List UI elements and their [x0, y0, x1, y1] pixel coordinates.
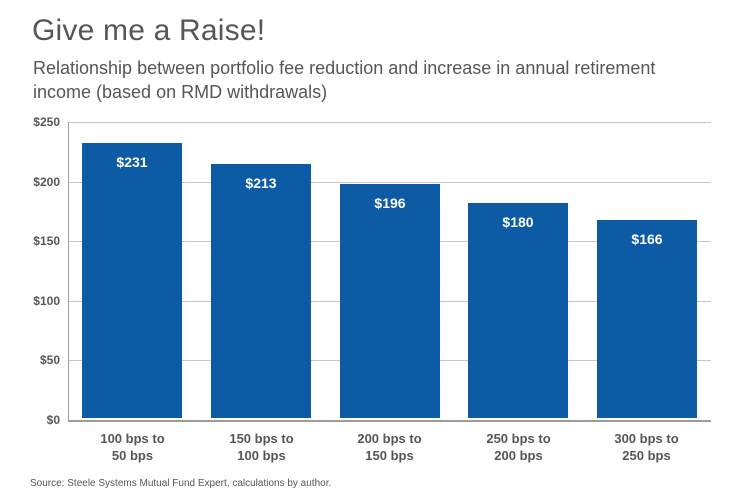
source-note: Source: Steele Systems Mutual Fund Exper… [30, 478, 332, 489]
y-axis-line [68, 122, 69, 420]
y-tick-label: $50 [39, 353, 60, 368]
bar: $180 [468, 203, 568, 418]
x-tick-label: 250 bps to 200 bps [486, 431, 551, 463]
bar-value-label: $166 [631, 231, 663, 247]
bar-value-label: $231 [116, 154, 148, 170]
bar: $166 [597, 220, 697, 418]
y-tick-label: $100 [33, 293, 60, 308]
x-axis-line [68, 420, 711, 422]
x-tick-label: 300 bps to 250 bps [614, 431, 679, 463]
x-tick-label: 200 bps to 150 bps [357, 431, 422, 463]
chart-title: Give me a Raise! [32, 14, 266, 47]
y-tick-label: $200 [33, 174, 60, 189]
x-tick-label: 100 bps to 50 bps [100, 431, 165, 463]
gridline [68, 181, 711, 183]
gridline [68, 122, 711, 123]
x-tick-label: 150 bps to 100 bps [229, 431, 294, 463]
bar-chart: $231 $213 $196 $180 $166 $0 $50 $100 $150 $200 $2… [0, 112, 740, 470]
bar: $213 [211, 164, 311, 418]
chart-subtitle: Relationship between portfolio fee reduc… [33, 58, 656, 102]
bar-value-label: $180 [502, 214, 534, 230]
bar-value-label: $213 [245, 175, 277, 191]
bar: $196 [340, 184, 440, 418]
bar: $231 [82, 143, 182, 418]
bar-value-label: $196 [374, 195, 406, 211]
y-tick-label: $0 [46, 413, 60, 427]
plot-area: $231 $213 $196 $180 $166 [68, 122, 711, 422]
y-tick-label: $250 [33, 115, 60, 129]
y-tick-label: $150 [33, 234, 60, 249]
